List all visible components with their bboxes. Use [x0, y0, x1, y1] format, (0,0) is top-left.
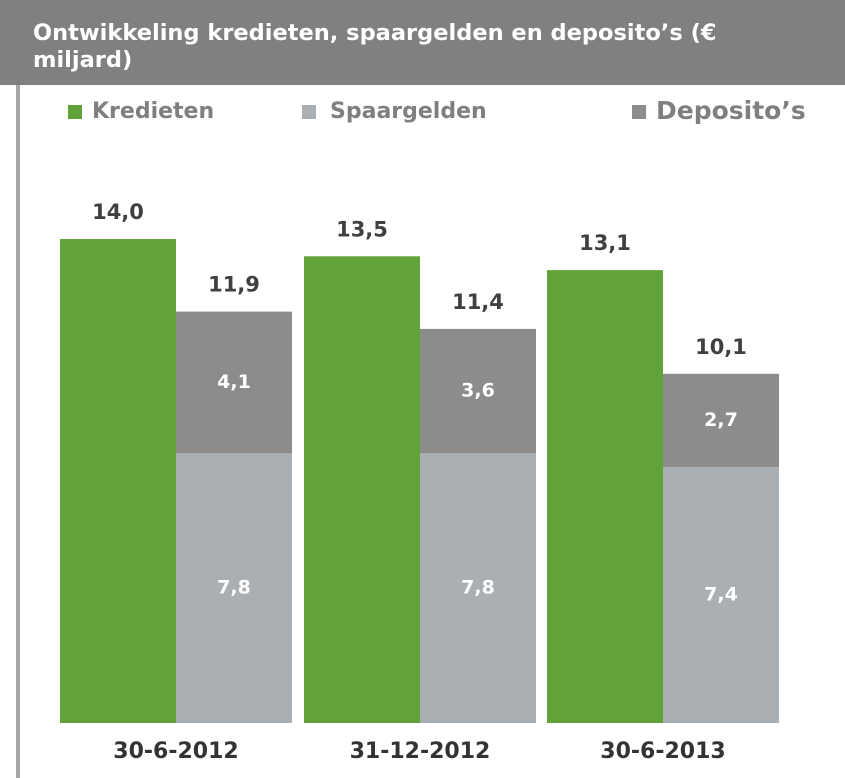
- legend-label: Deposito’s: [656, 96, 806, 125]
- x-tick-label: 31-12-2012: [350, 739, 491, 764]
- segment-label: 7,8: [461, 577, 495, 599]
- bar: [60, 239, 176, 723]
- segment-label: 3,6: [461, 380, 495, 402]
- legend-label: Kredieten: [92, 99, 214, 124]
- segment-label: 4,1: [217, 371, 251, 393]
- value-label: 13,1: [579, 231, 631, 255]
- segment-label: 2,7: [704, 409, 738, 431]
- value-label: 14,0: [92, 200, 144, 224]
- value-label: 13,5: [336, 217, 388, 241]
- total-label: 11,9: [208, 273, 260, 297]
- chart-title: Ontwikkeling kredieten, spaargelden en d…: [0, 0, 845, 85]
- bar: [176, 453, 292, 723]
- bar: [663, 373, 779, 468]
- segment-label: 7,4: [704, 584, 738, 606]
- total-label: 10,1: [695, 335, 747, 359]
- x-tick-label: 30-6-2012: [113, 739, 238, 764]
- legend-marker: [68, 105, 82, 119]
- bar: [663, 467, 779, 723]
- bar: [420, 328, 536, 454]
- total-label: 11,4: [452, 290, 504, 314]
- bar: [420, 453, 536, 723]
- segment-label: 7,8: [217, 577, 251, 599]
- bar: [547, 270, 663, 723]
- legend-marker: [302, 105, 316, 119]
- bar: [304, 256, 420, 723]
- legend-label: Spaargelden: [330, 99, 487, 124]
- bar: [176, 311, 292, 454]
- x-tick-label: 30-6-2013: [600, 739, 725, 764]
- legend-marker: [632, 105, 646, 119]
